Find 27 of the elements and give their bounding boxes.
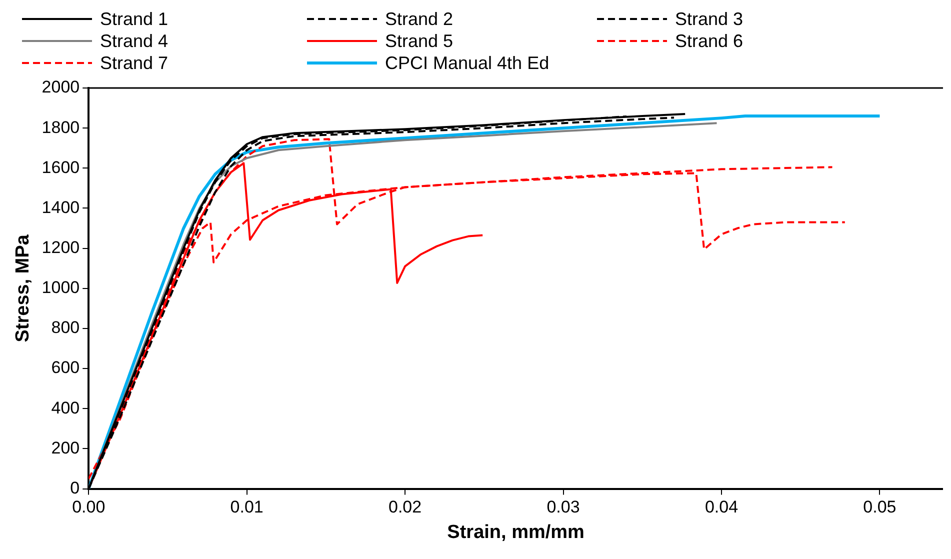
legend-label: Strand 4 — [100, 30, 168, 52]
y-tick-label: 400 — [51, 398, 80, 418]
x-tick-label: 0.04 — [704, 498, 738, 517]
y-tick-label: 1400 — [42, 198, 80, 217]
y-tick-label: 0 — [70, 478, 80, 498]
y-tick-label: 800 — [51, 318, 80, 338]
x-tick-label: 0.02 — [388, 498, 422, 517]
legend-label: Strand 6 — [675, 30, 744, 52]
legend-label: Strand 1 — [100, 8, 168, 30]
y-axis-title: Stress, MPa — [12, 234, 34, 342]
legend-label: Strand 2 — [385, 8, 454, 30]
legend-label: CPCI Manual 4th Ed — [385, 52, 550, 74]
x-tick-label: 0.03 — [546, 498, 580, 517]
x-axis-title: Strain, mm/mm — [447, 522, 584, 543]
legend-label: Strand 7 — [100, 52, 168, 74]
x-tick-label: 0.05 — [863, 498, 896, 517]
y-tick-label: 1000 — [42, 278, 80, 298]
y-tick-label: 600 — [51, 358, 80, 378]
legend-label: Strand 3 — [675, 8, 744, 30]
y-tick-label: 2000 — [42, 78, 80, 97]
y-tick-label: 1800 — [42, 118, 80, 137]
legend-label: Strand 5 — [385, 30, 454, 52]
y-tick-label: 1600 — [42, 158, 80, 177]
x-tick-label: 0.00 — [72, 498, 106, 517]
x-tick-label: 0.01 — [230, 498, 264, 517]
y-tick-label: 1200 — [42, 238, 80, 258]
y-tick-label: 200 — [51, 438, 80, 458]
